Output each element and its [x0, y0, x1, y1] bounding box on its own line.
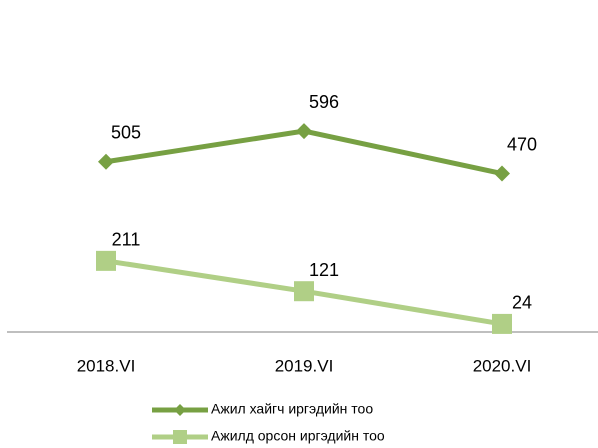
data-point [96, 250, 116, 271]
data-point [494, 165, 510, 182]
legend-marker [174, 404, 186, 416]
data-label: 24 [512, 293, 532, 313]
x-tick-label: 2019.VI [275, 356, 334, 375]
data-point [296, 123, 312, 140]
data-label: 505 [111, 122, 141, 142]
data-label: 596 [309, 92, 339, 112]
data-label: 470 [507, 134, 537, 154]
data-point [492, 313, 512, 334]
data-label: 121 [309, 260, 339, 280]
data-label: 211 [112, 230, 141, 250]
legend-label: Ажил хайгч иргэдийн тоо [211, 401, 373, 417]
x-tick-label: 2018.VI [77, 356, 136, 375]
data-point [294, 281, 314, 302]
legend-marker [173, 430, 187, 444]
legend-label: Ажилд орсон иргэдийн тоо [211, 428, 385, 444]
data-point [98, 153, 114, 170]
x-tick-label: 2020.VI [473, 356, 532, 375]
